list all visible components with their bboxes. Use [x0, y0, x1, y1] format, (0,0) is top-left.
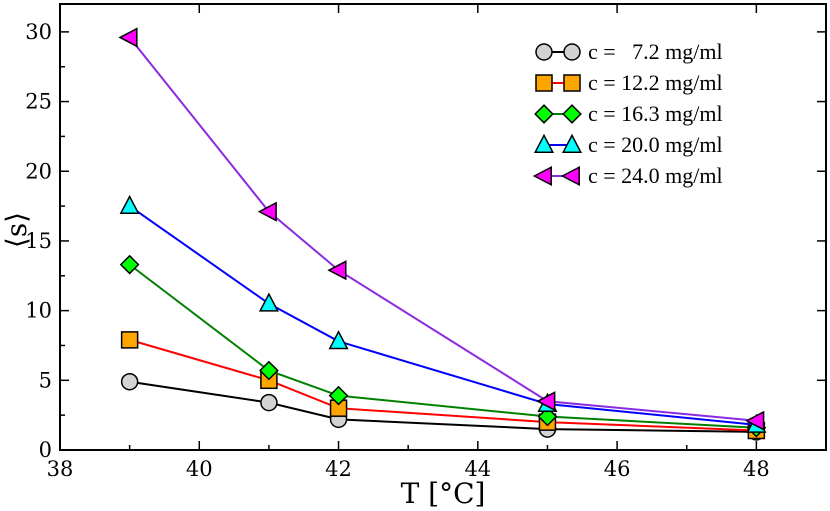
- x-tick-label: 42: [325, 457, 352, 481]
- marker-triangle-left: [257, 201, 277, 222]
- series-line: [129, 263, 757, 429]
- marker-diamond: [119, 254, 140, 275]
- marker-circle: [120, 372, 139, 391]
- series-line: [129, 205, 757, 426]
- legend-label: c = 20.0 mg/ml: [588, 132, 723, 157]
- y-tick-label: 25: [25, 90, 52, 114]
- x-tick-label: 48: [743, 457, 770, 481]
- marker-diamond: [537, 406, 558, 427]
- marker-triangle-left: [327, 260, 347, 281]
- marker-triangle-left: [560, 165, 580, 187]
- series-3: [119, 254, 767, 438]
- marker-circle: [260, 393, 278, 412]
- x-tick-label: 38: [47, 457, 74, 481]
- series-group: [118, 27, 767, 441]
- marker-triangle-up: [533, 133, 555, 153]
- marker-triangle-left: [532, 165, 552, 187]
- legend-entry-4: c = 20.0 mg/ml: [533, 132, 723, 157]
- legend-label: c = 12.2 mg/ml: [588, 70, 723, 95]
- marker-diamond: [562, 104, 582, 124]
- x-tick-label: 40: [186, 457, 213, 481]
- marker-diamond: [328, 385, 349, 406]
- legend-entry-5: c = 24.0 mg/ml: [532, 163, 723, 188]
- series-line: [129, 338, 757, 432]
- marker-triangle-left: [536, 391, 556, 412]
- series-4: [119, 194, 767, 433]
- legend-entry-1: c = 7.2 mg/ml: [535, 39, 723, 64]
- x-tick-label: 46: [604, 457, 631, 481]
- legend-entry-3: c = 16.3 mg/ml: [534, 101, 723, 126]
- legend-label: c = 24.0 mg/ml: [588, 163, 723, 188]
- x-axis-label: T [°C]: [401, 477, 486, 510]
- marker-triangle-up: [258, 292, 279, 312]
- legend: c = 7.2 mg/ml c = 12.2 mg/ml c = 16.3 mg/m…: [532, 39, 723, 188]
- marker-triangle-up: [119, 194, 140, 215]
- axis-ticks: 38 40 42 44 46 48 0 5 10 15 20 25 30: [25, 4, 826, 481]
- x-tick-label: 44: [464, 457, 491, 481]
- legend-entry-2: c = 12.2 mg/ml: [535, 70, 723, 95]
- legend-label: c = 16.3 mg/ml: [588, 101, 723, 126]
- marker-triangle-left: [118, 27, 138, 48]
- marker-circle: [535, 43, 553, 61]
- y-axis-label: ⟨s⟩: [0, 212, 33, 248]
- y-tick-label: 20: [25, 159, 52, 183]
- marker-square: [535, 74, 553, 92]
- marker-square: [563, 74, 581, 92]
- y-tick-label: 30: [25, 20, 52, 44]
- y-tick-label: 15: [25, 229, 52, 253]
- legend-label: c = 7.2 mg/ml: [588, 39, 723, 64]
- marker-square: [120, 331, 139, 349]
- marker-triangle-up: [561, 133, 583, 153]
- marker-triangle-left: [745, 410, 765, 431]
- y-tick-label: 0: [39, 438, 52, 462]
- marker-diamond: [259, 360, 279, 381]
- plot-frame: [59, 3, 827, 451]
- marker-triangle-up: [328, 330, 349, 350]
- marker-diamond: [534, 104, 554, 124]
- marker-circle: [563, 43, 581, 61]
- y-tick-label: 10: [25, 299, 52, 323]
- y-tick-label: 5: [39, 368, 52, 392]
- series-5: [118, 27, 765, 431]
